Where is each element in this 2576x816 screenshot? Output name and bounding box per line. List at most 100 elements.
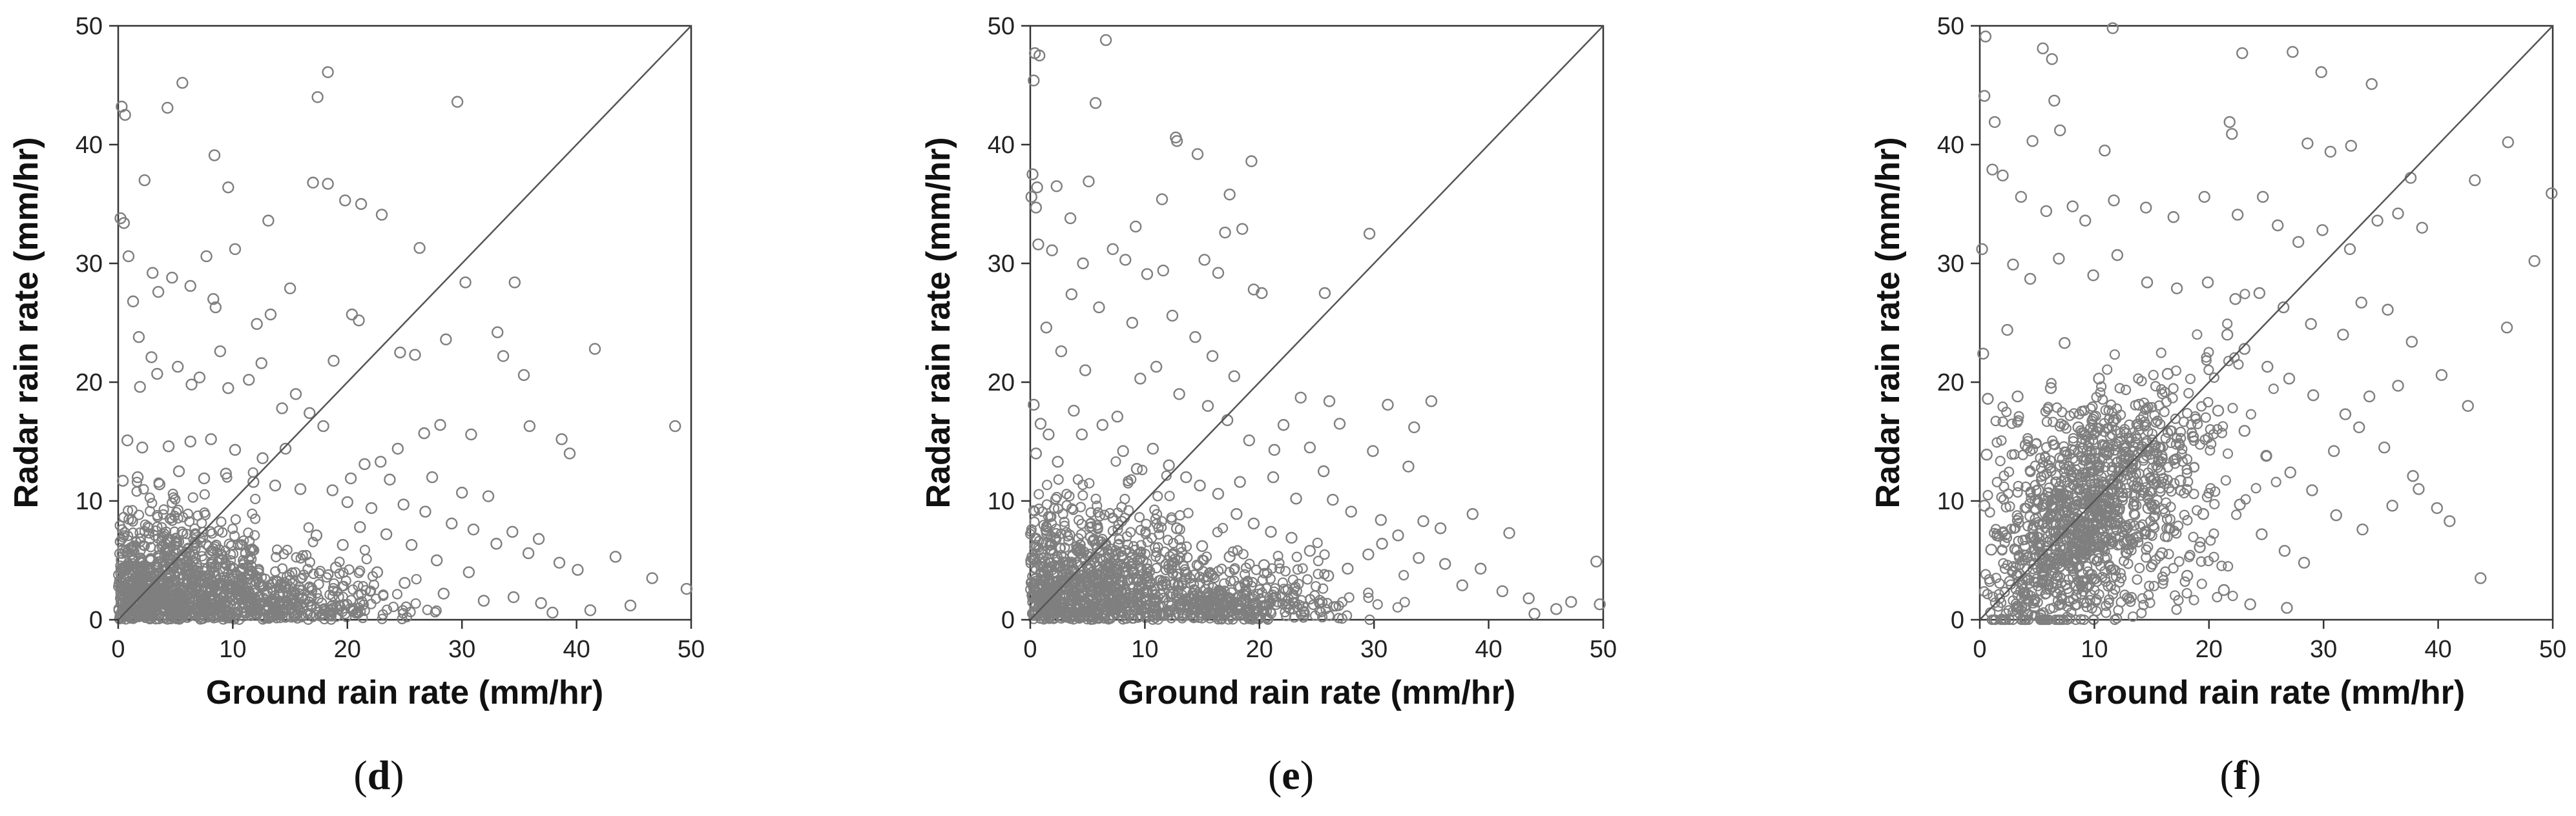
cluster-point [2011, 515, 2022, 526]
cluster-point [1261, 583, 1272, 594]
data-point [151, 367, 163, 380]
data-point [1198, 254, 1210, 266]
cluster-point [1072, 604, 1083, 615]
cluster-point [2052, 571, 2063, 582]
cluster-point [2068, 433, 2079, 444]
data-point [136, 442, 149, 454]
cluster-point [1026, 526, 1037, 538]
cluster-point [161, 536, 172, 547]
data-point [322, 178, 334, 190]
cluster-point [2032, 597, 2043, 608]
cluster-point [2030, 504, 2041, 516]
cluster-point [2183, 388, 2194, 399]
cluster-point [2064, 411, 2075, 422]
cluster-point [2102, 364, 2113, 375]
cluster-point [1198, 573, 1209, 584]
data-point [1528, 607, 1541, 620]
cluster-point [196, 577, 207, 588]
cluster-point [2227, 402, 2238, 414]
cluster-point [250, 493, 261, 505]
data-point [1141, 268, 1154, 280]
cluster-point [1029, 516, 1040, 527]
cluster-point [178, 597, 189, 608]
data-point [2197, 508, 2210, 520]
cluster-point [1088, 582, 1099, 593]
cluster-point [1050, 527, 1062, 539]
cluster-point [2114, 503, 2125, 514]
data-point [247, 476, 260, 488]
cluster-point [351, 607, 363, 618]
cluster-point [1074, 613, 1085, 624]
cluster-point [2091, 392, 2102, 403]
data-point [1590, 555, 1603, 568]
data-point [2140, 201, 2152, 214]
y-tick-label: 50 [76, 13, 103, 40]
cluster-point [195, 536, 206, 548]
cluster-point [275, 589, 286, 600]
cluster-point [2175, 426, 2186, 438]
data-point [2462, 400, 2474, 412]
cluster-point [2040, 589, 2051, 600]
cluster-point [2145, 597, 2155, 608]
data-point [2283, 372, 2296, 385]
cluster-point [2176, 433, 2186, 444]
cluster-point [2093, 510, 2104, 521]
cluster-point [1994, 593, 2006, 604]
cluster-point [2120, 446, 2131, 457]
data-point [2256, 190, 2269, 203]
cluster-point [2270, 476, 2281, 487]
cluster-point [2058, 487, 2070, 498]
x-tick-label: 30 [448, 636, 475, 663]
cluster-point [2103, 594, 2115, 605]
cluster-point [2161, 523, 2172, 534]
data-point [310, 529, 323, 542]
cluster-point [256, 572, 267, 583]
data-point [491, 326, 504, 338]
cluster-point [1092, 520, 1103, 531]
cluster-point [2055, 542, 2066, 553]
cluster-point [1274, 558, 1285, 569]
data-point [209, 301, 222, 314]
cluster-point [2163, 549, 2174, 560]
cluster-point [368, 579, 380, 590]
data-point [2229, 293, 2241, 305]
cluster-point [2152, 415, 2163, 427]
cluster-point [253, 598, 265, 610]
cluster-point [2201, 491, 2213, 503]
cluster-point [1216, 614, 1227, 625]
cluster-point [2018, 611, 2029, 622]
data-point [1130, 463, 1143, 475]
cluster-point [2161, 396, 2172, 407]
cluster-point [1110, 549, 1121, 560]
cluster-point [2035, 463, 2047, 474]
cluster-point [168, 575, 179, 586]
data-point [255, 357, 267, 369]
cluster-point [2150, 555, 2161, 566]
cluster-point [2079, 405, 2090, 416]
cluster-point [2042, 403, 2053, 414]
cluster-point [391, 589, 403, 600]
cluster-point [2230, 509, 2242, 520]
cluster-point [1026, 590, 1037, 601]
cluster-point [1232, 580, 1244, 591]
cluster-point [2157, 578, 2168, 589]
cluster-point [2203, 364, 2214, 376]
cluster-point [1089, 557, 1100, 569]
data-point [2236, 47, 2249, 59]
cluster-point [1214, 586, 1225, 597]
cluster-point [2097, 394, 2108, 405]
cluster-point [2080, 487, 2092, 498]
cluster-point [1134, 512, 1145, 523]
cluster-point [2097, 571, 2108, 582]
data-point [1977, 347, 1989, 360]
cluster-point [2182, 515, 2193, 526]
cluster-point [327, 585, 339, 597]
cluster-point [2140, 482, 2151, 493]
data-point [1064, 212, 1077, 225]
cluster-point [2128, 442, 2139, 453]
cluster-point [337, 591, 348, 602]
cluster-point [2024, 465, 2035, 476]
cluster-point [225, 560, 236, 571]
cluster-point [357, 580, 369, 592]
cluster-point [2047, 435, 2058, 446]
